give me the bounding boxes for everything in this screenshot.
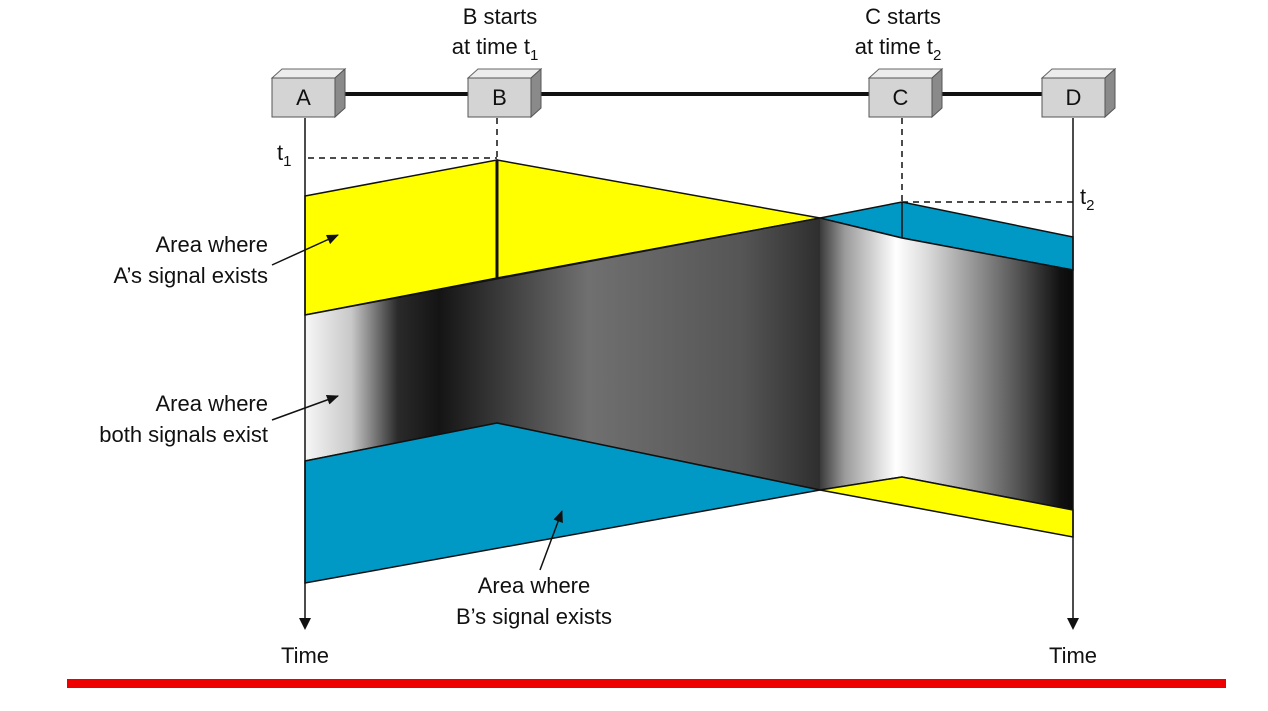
t1-label-text: t: [277, 140, 283, 165]
station-d-label: D: [1066, 85, 1082, 110]
t1-label-sub: 1: [283, 153, 291, 170]
both-signals-label-line1: Area where: [155, 391, 268, 416]
b-signal-pointer-arrow: [539, 510, 563, 571]
b-start-line2-text: at time t: [452, 34, 530, 59]
b-signal-label-line2: B’s signal exists: [456, 604, 612, 629]
left-time-label: Time: [281, 643, 329, 668]
station-c-label: C: [893, 85, 909, 110]
station-b: B: [466, 67, 543, 119]
c-start-line2-text: at time t: [855, 34, 933, 59]
t1-label: t1: [277, 140, 291, 170]
t2-label: t2: [1080, 184, 1094, 214]
station-d: D: [1040, 67, 1117, 119]
accent-rule: [67, 679, 1226, 688]
c-start-line2: at time t2: [855, 34, 942, 64]
c-start-line2-sub: 2: [933, 47, 941, 64]
t2-label-sub: 2: [1086, 197, 1094, 214]
a-signal-label-line2: A’s signal exists: [114, 263, 268, 288]
station-a: A: [270, 67, 347, 119]
b-start-line2-sub: 1: [530, 47, 538, 64]
a-signal-pointer-arrow: [271, 234, 339, 266]
t2-label-text: t: [1080, 184, 1086, 209]
b-signal-label-line1: Area where: [478, 573, 591, 598]
b-start-line2: at time t1: [452, 34, 539, 64]
station-a-label: A: [296, 85, 311, 110]
b-start-line1: B starts: [463, 4, 538, 29]
both-signals-area-left: [305, 218, 820, 490]
a-signal-label-line1: Area where: [155, 232, 268, 257]
both-signals-pointer-arrow: [271, 395, 339, 421]
right-time-label: Time: [1049, 643, 1097, 668]
both-signals-area-right: [820, 218, 1073, 510]
station-b-label: B: [492, 85, 507, 110]
station-c: C: [867, 67, 944, 119]
c-start-line1: C starts: [865, 4, 941, 29]
both-signals-label-line2: both signals exist: [99, 422, 268, 447]
both-signals-top-edge: [304, 217, 1074, 316]
